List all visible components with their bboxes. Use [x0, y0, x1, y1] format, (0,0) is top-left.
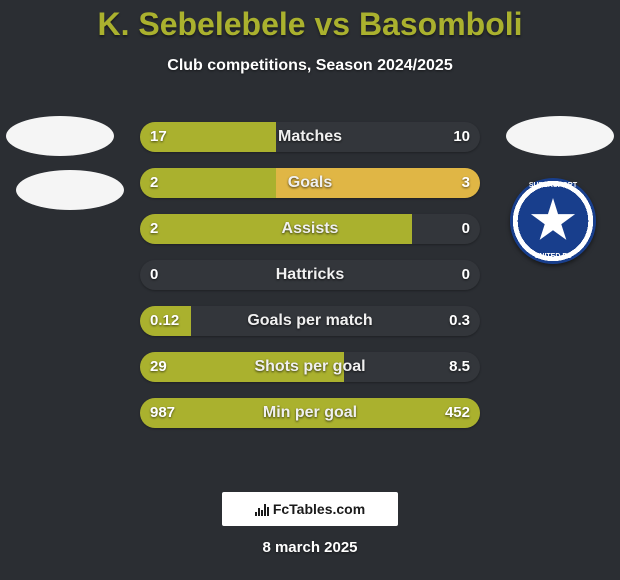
stat-row: 23Goals: [140, 168, 480, 198]
stat-row: 0.120.3Goals per match: [140, 306, 480, 336]
page-title: K. Sebelebele vs Basomboli: [0, 0, 620, 43]
player1-avatar-placeholder: [6, 116, 114, 156]
stat-label: Goals: [140, 168, 480, 198]
badge-bottom-text: UNITED FC: [534, 253, 571, 260]
stat-row: 00Hattricks: [140, 260, 480, 290]
stat-label: Goals per match: [140, 306, 480, 336]
badge-top-text: SUPERSPORT: [529, 182, 577, 189]
page-subtitle: Club competitions, Season 2024/2025: [0, 57, 620, 75]
footer-text: FcTables.com: [273, 501, 365, 517]
stat-label: Min per goal: [140, 398, 480, 428]
stat-row: 20Assists: [140, 214, 480, 244]
stat-label: Matches: [140, 122, 480, 152]
player2-club-badge: SUPERSPORT UNITED FC: [510, 178, 596, 264]
stat-row: 987452Min per goal: [140, 398, 480, 428]
star-icon: [530, 198, 576, 244]
bars-icon: [255, 502, 269, 516]
date-label: 8 march 2025: [0, 539, 620, 556]
player2-avatar-placeholder: [506, 116, 614, 156]
stat-label: Assists: [140, 214, 480, 244]
stat-row: 298.5Shots per goal: [140, 352, 480, 382]
stat-row: 1710Matches: [140, 122, 480, 152]
comparison-chart: 1710Matches 23Goals 20Assists 00Hattricks 0.…: [140, 122, 480, 444]
player1-club-placeholder: [16, 170, 124, 210]
stat-label: Hattricks: [140, 260, 480, 290]
footer-attribution: FcTables.com: [222, 492, 398, 526]
stat-label: Shots per goal: [140, 352, 480, 382]
